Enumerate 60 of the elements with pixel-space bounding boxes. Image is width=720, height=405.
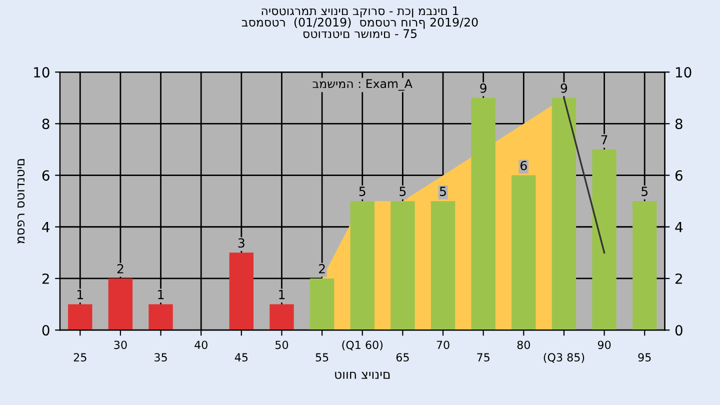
- bar: [632, 201, 657, 330]
- x-tick-label: 80: [517, 340, 530, 350]
- data-label: 5: [400, 186, 406, 196]
- bar: [350, 201, 374, 330]
- data-label: 1: [78, 290, 83, 300]
- x-tick-label: 70: [436, 340, 450, 350]
- x-tick-label: 35: [154, 353, 167, 362]
- bar: [148, 304, 173, 330]
- x-tick-label: 65: [396, 353, 409, 362]
- bar: [592, 149, 616, 330]
- y2-tick-label: 10: [676, 67, 692, 78]
- y2-tick-label: 8: [675, 118, 682, 130]
- y-tick-label: 0: [42, 325, 50, 336]
- chart-subtitle: בסמסטר (01/2019) סמסטר חורף 2019/20 סטודנטים רשומים - 75: [242, 18, 478, 38]
- x-tick-label: 40: [194, 340, 208, 350]
- x-tick-label: 75: [477, 353, 490, 362]
- x-tick-label: 45: [234, 353, 248, 362]
- data-label: 9: [480, 83, 486, 93]
- annotation: במשימה : Exam_A: [312, 79, 412, 91]
- bar: [310, 278, 334, 330]
- y-axis-title: מספר סטודנטים: [17, 159, 25, 244]
- bar: [512, 175, 536, 330]
- data-label: 5: [359, 186, 366, 196]
- data-label: 7: [601, 135, 608, 144]
- data-label: 5: [440, 186, 446, 196]
- x-tick-label: (Q3 85): [544, 352, 584, 363]
- y-tick-label: 8: [42, 118, 50, 130]
- x-tick-label: 30: [114, 340, 127, 350]
- x-tick-label: 50: [276, 340, 288, 350]
- y-tick-label: 6: [42, 170, 50, 181]
- bar: [68, 304, 92, 330]
- y-tick-label: 2: [42, 273, 49, 284]
- data-label: 6: [520, 160, 527, 170]
- data-label: 3: [238, 238, 244, 248]
- bar: [430, 201, 456, 330]
- bar: [471, 98, 496, 330]
- bar: [270, 304, 294, 330]
- x-tick-label: 55: [316, 353, 328, 362]
- chart-title: היסטוגרמת ציונים בקורס - תכן מבנים 1: [262, 6, 458, 18]
- data-label: 2: [117, 264, 124, 274]
- bar: [229, 252, 254, 330]
- y2-tick-label: 0: [675, 325, 682, 336]
- y-tick-label: 10: [34, 67, 50, 78]
- data-label: 2: [318, 264, 325, 274]
- data-label: 5: [642, 186, 648, 196]
- x-tick-label: 90: [598, 340, 611, 350]
- y2-tick-label: 6: [675, 170, 682, 181]
- y2-tick-label: 4: [675, 222, 683, 232]
- data-label: 9: [560, 83, 568, 93]
- bar: [108, 278, 133, 330]
- y-tick-label: 4: [42, 222, 50, 232]
- y2-tick-label: 2: [676, 273, 682, 284]
- bar: [552, 98, 576, 330]
- data-label: 1: [279, 290, 285, 300]
- bar: [390, 201, 415, 330]
- x-tick-label: (Q1 60): [342, 340, 382, 350]
- x-tick-label: 25: [74, 353, 86, 362]
- data-label: 1: [158, 290, 164, 300]
- x-tick-label: 95: [638, 353, 651, 362]
- x-axis-title: טווח ציונים: [335, 372, 390, 379]
